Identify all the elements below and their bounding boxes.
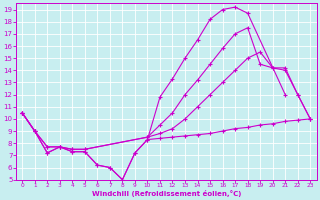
X-axis label: Windchill (Refroidissement éolien,°C): Windchill (Refroidissement éolien,°C) — [92, 190, 241, 197]
